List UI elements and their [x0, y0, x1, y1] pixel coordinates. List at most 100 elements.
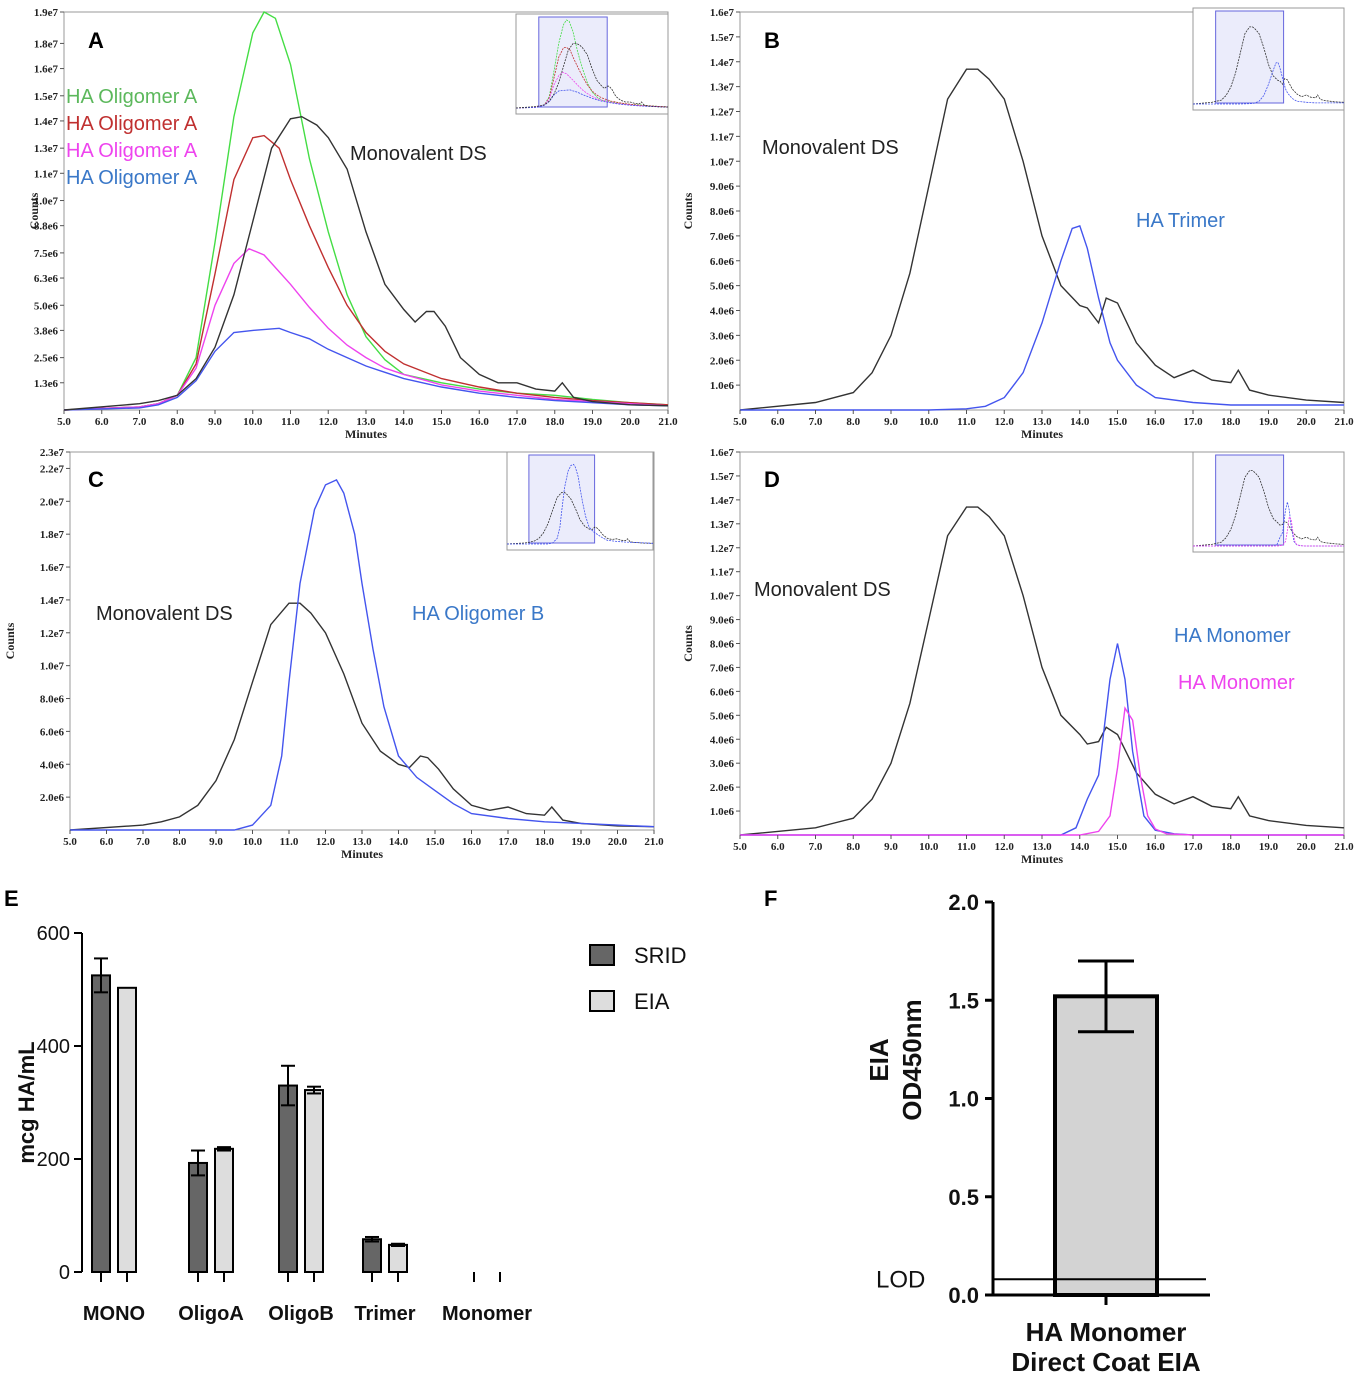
- legend-swatch-eia: [589, 990, 615, 1012]
- x-tick-label: 16.0: [1146, 841, 1166, 853]
- overview-inset: [515, 13, 669, 115]
- x-tick-label: 19.0: [583, 416, 603, 428]
- y-tick-label: 1.5e7: [710, 32, 735, 44]
- x-tick-label: 10.0: [243, 416, 263, 428]
- x-tick-label: 5.0: [63, 836, 77, 848]
- overview-selection: [1215, 454, 1285, 546]
- y-tick-label: 7.0e6: [710, 662, 735, 674]
- x-tick-label: 10.0: [919, 416, 939, 428]
- annotation-d-monomer-blue: HA Monomer: [1174, 625, 1291, 647]
- x-tick-label: 17.0: [1183, 416, 1203, 428]
- x-tick-label: 11.0: [957, 416, 976, 428]
- x-tick-label: 21.0: [658, 416, 678, 428]
- x-tick-label-trimer: Trimer: [354, 1303, 415, 1325]
- x-tick-label: 5.0: [733, 416, 747, 428]
- annotation-a-monovalent: Monovalent DS: [350, 143, 487, 165]
- bar-ha-monomer: [1053, 994, 1159, 1297]
- legend-label-eia: EIA: [634, 989, 670, 1014]
- x-tick-label: 12.0: [319, 416, 339, 428]
- x-tick-label: 21.0: [1334, 841, 1354, 853]
- y-tick-label: 3.8e6: [34, 325, 59, 337]
- y-tick-label: 1.8e7: [34, 38, 59, 50]
- y-axis-label: Counts: [3, 622, 17, 659]
- y-tick-label: 1.5e7: [710, 471, 735, 483]
- x-tick-label: 7.0: [136, 836, 150, 848]
- overview-series-4: [515, 42, 669, 109]
- series-line-d-2-ha-monomer: [740, 706, 1344, 836]
- x-axis-label: Minutes: [345, 427, 387, 441]
- y-tick-label: 400: [37, 1036, 70, 1058]
- x-tick-label: 14.0: [1070, 416, 1090, 428]
- annotation-d-monomer-magenta: HA Monomer: [1178, 672, 1295, 694]
- overview-inset: [506, 451, 654, 551]
- x-tick-label: 6.0: [771, 841, 785, 853]
- y-tick-label: 5.0e6: [710, 710, 735, 722]
- annotation-c-oligomer-b: HA Oligomer B: [412, 603, 544, 625]
- y-tick-label: 6.0e6: [40, 726, 65, 738]
- x-tick-label: 7.0: [809, 841, 823, 853]
- x-tick-label: 12.0: [316, 836, 336, 848]
- annotation-b-monovalent: Monovalent DS: [762, 137, 899, 159]
- overview-series-1: [515, 46, 669, 109]
- x-tick-label: 14.0: [1070, 841, 1090, 853]
- series-line-d-1-ha-monomer: [740, 643, 1344, 836]
- bar-chart-panel-e: 0 200 400 600 mcg HA/mL MONO OligoA OligoB Trime…: [14, 923, 687, 1325]
- x-tick-label: 20.0: [608, 836, 628, 848]
- overview-series-3: [515, 89, 669, 109]
- chromatogram-panel-c: 5.0 6.0 7.0 8.0 9.0 10.0 11.0 12.0 13.0 14.0 15.0 1…: [3, 447, 664, 861]
- bar-srid-oligoa: [188, 1161, 208, 1273]
- x-tick-label: 18.0: [535, 836, 555, 848]
- bar-eia-oligoa: [214, 1147, 234, 1273]
- y-tick-label: 1.3e7: [710, 82, 735, 94]
- y-tick-label: 1.6e7: [710, 447, 735, 459]
- x-tick-label: 12.0: [995, 416, 1015, 428]
- x-tick-label: 11.0: [957, 841, 976, 853]
- y-tick-label: 1.0e7: [34, 196, 59, 208]
- y-tick-label: 600: [37, 923, 70, 945]
- x-tick-label: 16.0: [462, 836, 482, 848]
- overview-series-1: [507, 463, 654, 545]
- series-line-a-2-ha-oligomer-a: [63, 247, 669, 411]
- legend-label-srid: SRID: [634, 943, 687, 968]
- y-axis-label: Counts: [27, 192, 41, 229]
- y-axis-label-line1: EIA: [864, 1038, 894, 1082]
- bar-srid-oligob: [278, 1084, 298, 1274]
- series-line-a-4-monovalent-ds: [63, 115, 669, 411]
- x-tick-label: 7.0: [133, 416, 147, 428]
- y-tick-label: 1.5e7: [34, 91, 59, 103]
- overview-series-1: [1193, 501, 1344, 547]
- x-tick-label-mono: MONO: [83, 1303, 145, 1325]
- overview-series-0: [1192, 26, 1345, 105]
- x-tick-label: 14.0: [389, 836, 409, 848]
- annotation-a-blue: HA Oligomer A: [66, 167, 198, 189]
- legend-swatch-srid: [589, 944, 615, 966]
- x-tick-label: 8.0: [846, 841, 860, 853]
- x-tick-label: 13.0: [356, 416, 376, 428]
- y-tick-label: 5.0e6: [34, 300, 59, 312]
- y-tick-label: 1.2e7: [40, 628, 65, 640]
- y-tick-label: 0.5: [948, 1185, 979, 1210]
- y-tick-label: 0: [59, 1262, 70, 1284]
- y-tick-label: 1.4e7: [710, 57, 735, 69]
- overview-inset: [1192, 451, 1345, 553]
- y-tick-label: 2.0e6: [710, 355, 735, 367]
- x-tick-label: 6.0: [95, 416, 109, 428]
- y-tick-label: 1.6e7: [40, 562, 65, 574]
- x-tick-label: 19.0: [1259, 416, 1279, 428]
- x-tick-label: 6.0: [100, 836, 114, 848]
- y-tick-label: 4.0e6: [40, 759, 65, 771]
- panel-letter-a: A: [88, 28, 104, 53]
- y-tick-label: 6.3e6: [34, 273, 59, 285]
- y-tick-label: 1.3e7: [710, 519, 735, 531]
- bar-srid-mono: [91, 974, 111, 1273]
- overview-series-2: [515, 71, 669, 109]
- x-tick-label: 9.0: [208, 416, 222, 428]
- x-tick-label: 13.0: [1032, 416, 1052, 428]
- y-tick-label: 1.0e7: [40, 661, 65, 673]
- y-tick-label: 4.0e6: [710, 734, 735, 746]
- x-tick-label: 13.0: [352, 836, 372, 848]
- y-tick-label: 6.0e6: [710, 686, 735, 698]
- x-axis-label: Minutes: [1021, 427, 1063, 441]
- chromatogram-panel-a: 5.0 6.0 7.0 8.0 9.0 10.0 11.0 12.0 13.0 14.0 15.0 1…: [27, 7, 678, 441]
- x-tick-label: 7.0: [809, 416, 823, 428]
